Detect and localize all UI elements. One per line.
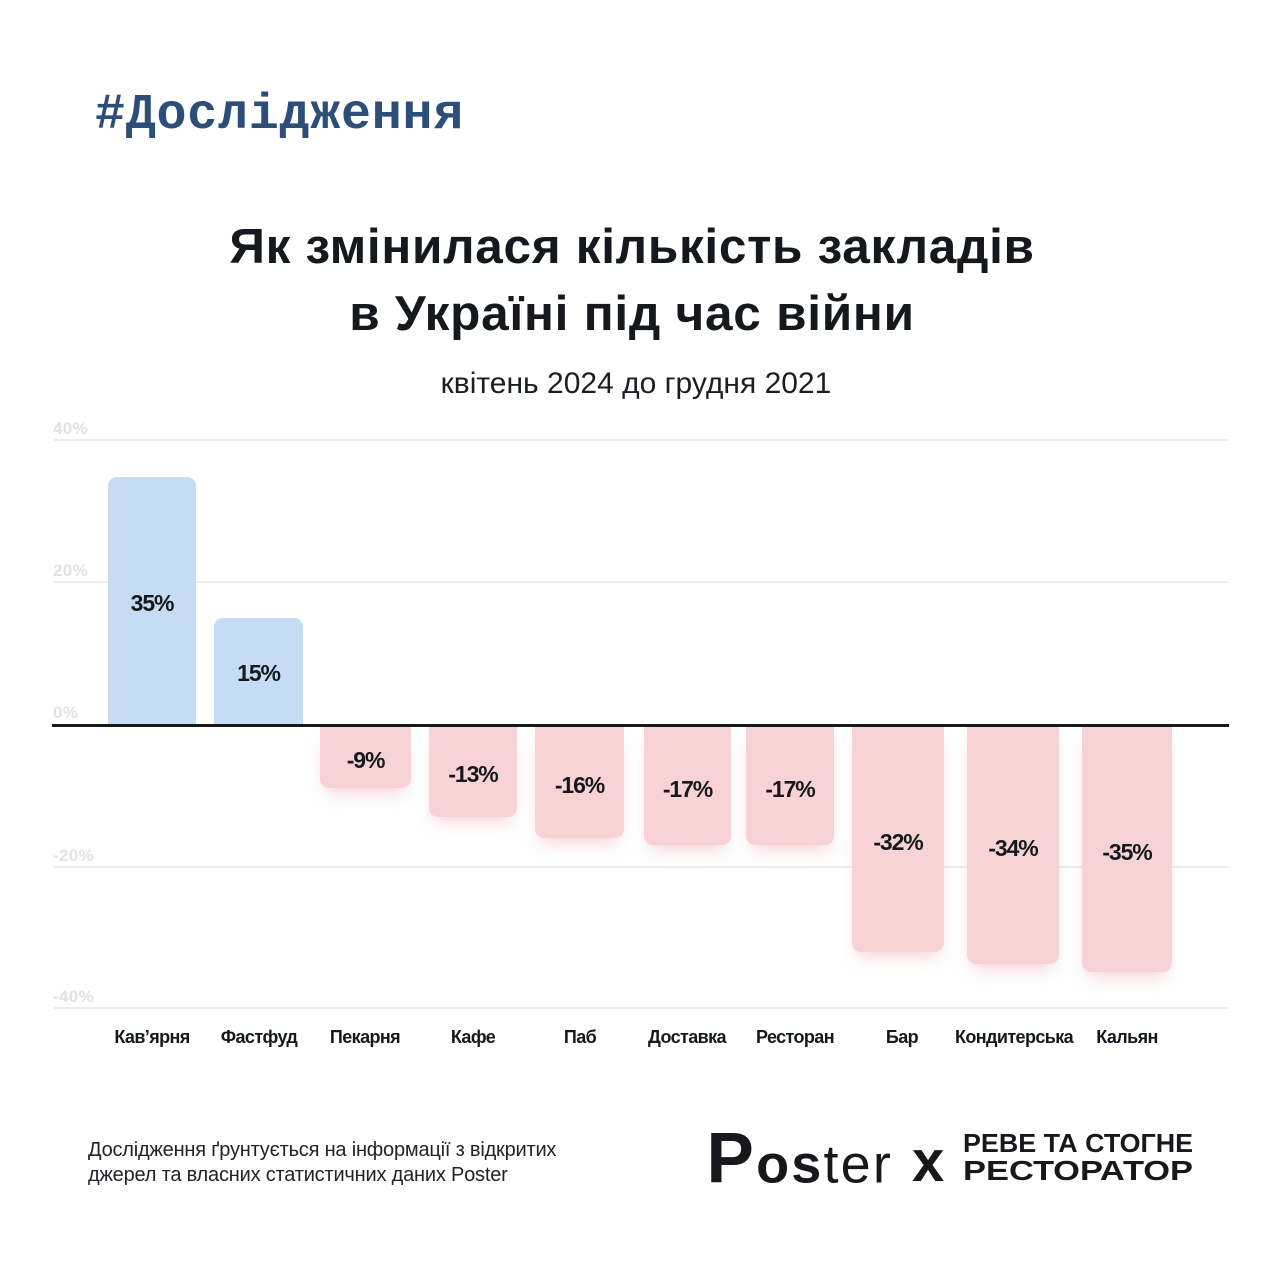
svg-text:РЕВЕ ТА СТОГНЕ: РЕВЕ ТА СТОГНЕ	[963, 1128, 1193, 1158]
svg-text:Poster: Poster	[707, 1120, 894, 1198]
svg-text:РЕСТОРАТОР: РЕСТОРАТОР	[963, 1155, 1193, 1186]
